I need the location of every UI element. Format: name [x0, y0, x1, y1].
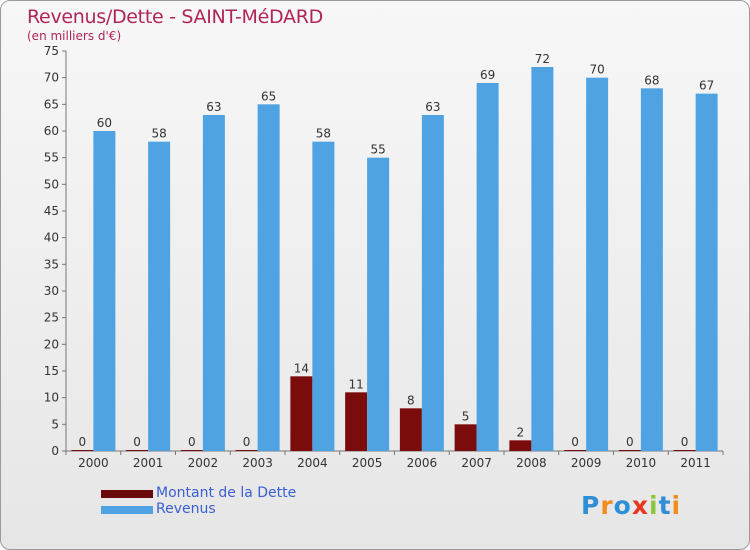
y-tick-label: 25 [44, 311, 59, 325]
y-tick-label: 20 [44, 337, 59, 351]
value-label-revenus: 70 [589, 63, 604, 77]
bar-dette [673, 450, 696, 451]
y-tick-label: 40 [44, 231, 59, 245]
bar-dette [126, 450, 149, 451]
y-tick-label: 0 [51, 444, 59, 458]
y-tick-label: 75 [44, 44, 59, 58]
y-tick-label: 35 [44, 257, 59, 271]
logo-letter: i [649, 491, 659, 520]
bar-revenus [476, 83, 499, 451]
x-tick-label: 2004 [297, 456, 328, 470]
bar-revenus [640, 88, 663, 451]
bar-revenus [586, 77, 609, 452]
bar-dette [71, 450, 94, 451]
bar-revenus [531, 67, 554, 451]
x-tick-label: 2010 [626, 456, 657, 470]
y-tick-label: 60 [44, 124, 59, 138]
y-tick-label: 65 [44, 97, 59, 111]
y-tick-label: 5 [51, 417, 59, 431]
value-label-dette: 0 [133, 435, 141, 449]
value-label-dette: 0 [188, 435, 196, 449]
value-label-dette: 0 [79, 435, 87, 449]
bar-dette [399, 408, 422, 451]
y-tick-label: 45 [44, 204, 59, 218]
logo-letter: t [658, 491, 672, 520]
bar-dette [180, 450, 203, 451]
value-label-dette: 2 [517, 425, 525, 439]
logo-letter: i [671, 491, 682, 520]
bar-dette [454, 424, 477, 451]
value-label-dette: 0 [243, 435, 251, 449]
x-tick-label: 2001 [133, 456, 164, 470]
logo-letter: r [600, 491, 614, 520]
value-label-dette: 14 [294, 361, 309, 375]
bar-dette [618, 450, 641, 451]
value-label-dette: 5 [462, 409, 470, 423]
bar-dette [235, 450, 258, 451]
logo-letter: o [613, 491, 632, 520]
value-label-revenus: 69 [480, 68, 495, 82]
logo-letter: P [581, 491, 601, 520]
value-label-dette: 0 [626, 435, 634, 449]
bar-dette [345, 392, 368, 451]
y-tick-label: 15 [44, 364, 59, 378]
logo-letter: x [631, 491, 649, 520]
bar-revenus [695, 93, 718, 452]
value-label-revenus: 68 [644, 73, 659, 87]
bar-revenus [93, 131, 116, 451]
chart-title: Revenus/Dette - SAINT-MéDARD [27, 6, 323, 28]
x-tick-label: 2000 [78, 456, 109, 470]
bar-dette [290, 376, 313, 451]
value-label-dette: 11 [348, 377, 363, 391]
legend-swatch-revenus [101, 506, 153, 514]
value-label-revenus: 60 [97, 116, 112, 130]
legend-label-revenus: Revenus [156, 501, 216, 517]
y-tick-label: 55 [44, 151, 59, 165]
x-tick-label: 2009 [571, 456, 602, 470]
y-tick-label: 30 [44, 284, 59, 298]
value-label-revenus: 55 [370, 143, 385, 157]
value-label-dette: 0 [571, 435, 579, 449]
x-tick-label: 2005 [352, 456, 383, 470]
value-label-revenus: 67 [699, 79, 714, 93]
x-tick-label: 2003 [242, 456, 273, 470]
x-tick-label: 2002 [188, 456, 219, 470]
bar-revenus [257, 104, 280, 451]
y-tick-label: 50 [44, 177, 59, 191]
legend-label-dette: Montant de la Dette [156, 485, 297, 501]
y-tick-label: 70 [44, 71, 59, 85]
bar-revenus [202, 115, 225, 451]
bar-revenus [312, 141, 335, 451]
value-label-revenus: 72 [535, 52, 550, 66]
value-label-revenus: 58 [316, 127, 331, 141]
proxiti-logo: Proxiti [581, 491, 681, 520]
x-tick-label: 2007 [461, 456, 492, 470]
bar-revenus [421, 115, 444, 451]
bar-dette [509, 440, 532, 451]
value-label-revenus: 65 [261, 89, 276, 103]
value-label-revenus: 63 [425, 100, 440, 114]
bar-revenus [148, 141, 171, 451]
value-label-revenus: 58 [151, 127, 166, 141]
legend-swatch-dette [101, 490, 153, 498]
x-tick-label: 2008 [516, 456, 547, 470]
value-label-revenus: 63 [206, 100, 221, 114]
bar-dette [564, 450, 587, 451]
y-tick-label: 10 [44, 391, 59, 405]
bar-revenus [367, 157, 390, 451]
value-label-dette: 8 [407, 393, 415, 407]
value-label-dette: 0 [681, 435, 689, 449]
x-tick-label: 2006 [407, 456, 438, 470]
x-tick-label: 2011 [680, 456, 711, 470]
chart-subtitle: (en milliers d'€) [27, 29, 122, 43]
